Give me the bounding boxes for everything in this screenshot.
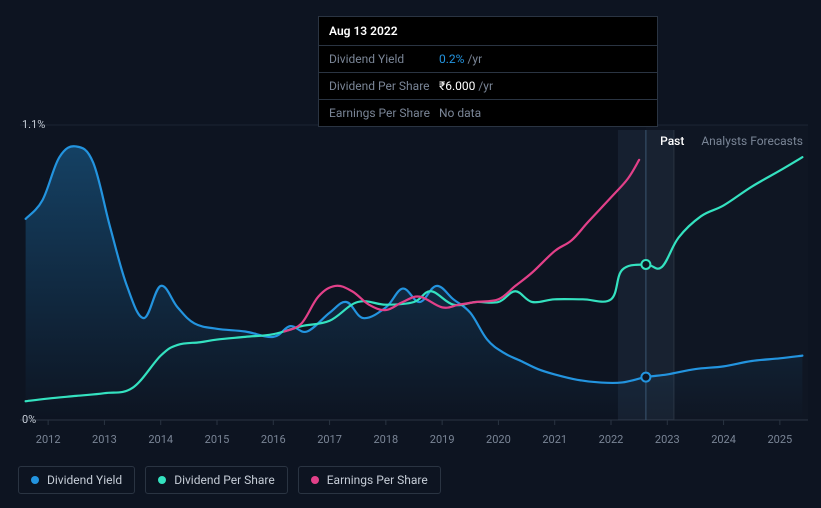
legend-label: Dividend Yield	[47, 473, 122, 487]
legend-label: Dividend Per Share	[174, 473, 275, 487]
tooltip-row: Earnings Per Share No data	[319, 100, 657, 126]
tooltip-label: Earnings Per Share	[329, 106, 439, 120]
x-tick-label: 2019	[430, 433, 455, 446]
tooltip-date: Aug 13 2022	[319, 17, 657, 46]
x-tick-label: 2018	[373, 433, 398, 446]
tooltip-unit: /yr	[467, 52, 482, 66]
legend-item-dividend-per-share[interactable]: Dividend Per Share	[145, 466, 288, 494]
chart-legend: Dividend Yield Dividend Per Share Earnin…	[18, 466, 441, 494]
x-tick-label: 2021	[542, 433, 567, 446]
x-tick-label: 2024	[711, 433, 736, 446]
tooltip-row: Dividend Per Share ₹6.000 /yr	[319, 73, 657, 100]
tooltip-unit: /yr	[478, 79, 493, 93]
legend-item-dividend-yield[interactable]: Dividend Yield	[18, 466, 135, 494]
legend-dot	[311, 476, 319, 484]
legend-dot	[158, 476, 166, 484]
x-tick-label: 2017	[317, 433, 342, 446]
tooltip-value: 0.2%	[439, 52, 464, 66]
x-tick-label: 2023	[655, 433, 680, 446]
chart-tooltip: Aug 13 2022 Dividend Yield 0.2% /yr Divi…	[318, 16, 658, 127]
legend-label: Earnings Per Share	[327, 473, 428, 487]
tooltip-row: Dividend Yield 0.2% /yr	[319, 46, 657, 73]
x-tick-label: 2016	[261, 433, 286, 446]
x-tick-label: 2014	[148, 433, 173, 446]
x-tick-label: 2025	[767, 433, 792, 446]
y-tick-label: 1.1%	[22, 118, 45, 131]
x-tick-label: 2020	[486, 433, 511, 446]
tooltip-label: Dividend Yield	[329, 52, 439, 66]
x-tick-label: 2022	[599, 433, 624, 446]
tooltip-nodata: No data	[439, 106, 481, 120]
x-tick-label: 2012	[36, 433, 61, 446]
x-tick-label: 2015	[205, 433, 230, 446]
chart-section-labels: Past Analysts Forecasts	[660, 134, 803, 148]
legend-item-earnings-per-share[interactable]: Earnings Per Share	[298, 466, 441, 494]
forecasts-label: Analysts Forecasts	[701, 134, 803, 148]
x-tick-label: 2013	[92, 433, 117, 446]
legend-dot	[31, 476, 39, 484]
y-tick-label: 0%	[22, 413, 36, 426]
tooltip-value: ₹6.000	[439, 79, 475, 93]
past-label: Past	[660, 134, 684, 148]
tooltip-label: Dividend Per Share	[329, 79, 439, 93]
